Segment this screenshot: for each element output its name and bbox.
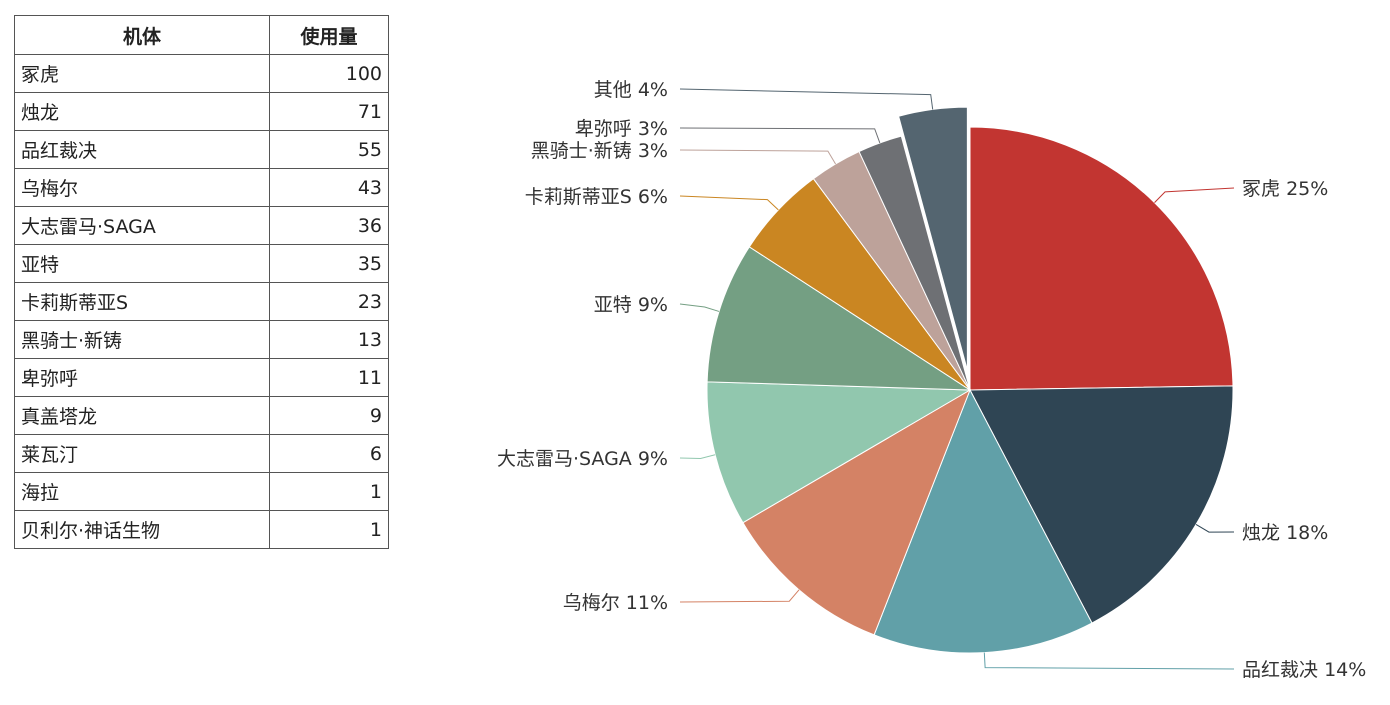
cell-name: 贝利尔·神话生物 [14,510,270,549]
pie-label-line [679,589,800,603]
pie-slice-label-percent: 9% [638,294,668,316]
table-row: 黑骑士·新铸 13 [14,320,389,359]
cell-name: 海拉 [14,472,270,511]
pie-slice [969,126,1234,391]
cell-name: 乌梅尔 [14,168,270,207]
table-row: 莱瓦汀 6 [14,434,389,473]
pie-slice-label-name: 卡莉斯蒂亚S [525,186,632,208]
pie-slice-label-percent: 3% [638,140,668,162]
usage-table: 机体 使用量 冢虎 100 烛龙 71 品红裁决 55 乌梅尔 43 大志雷马·SAGA 36 亚特… [14,15,389,549]
pie-label-line [679,88,934,110]
pie-slice-label: 亚特 9% [594,294,668,316]
table-body: 冢虎 100 烛龙 71 品红裁决 55 乌梅尔 43 大志雷马·SAGA 36 亚特 35 卡莉斯蒂亚… [14,54,389,549]
cell-name: 黑骑士·新铸 [14,320,270,359]
pie-slice-label-name: 大志雷马·SAGA [497,448,632,470]
column-header-name: 机体 [14,15,270,55]
pie-slices [706,106,1234,654]
pie-slice-label: 黑骑士·新铸 3% [531,140,668,162]
table-row: 真盖塔龙 9 [14,396,389,435]
cell-value: 43 [269,168,389,207]
table-row: 大志雷马·SAGA 36 [14,206,389,245]
pie-slice-label-percent: 25% [1286,178,1328,200]
cell-value: 35 [269,244,389,283]
cell-name: 品红裁决 [14,130,270,169]
pie-slice-label-name: 烛龙 [1242,522,1280,544]
pie-slice-label-percent: 11% [626,592,668,614]
cell-value: 6 [269,434,389,473]
pie-slice-label-percent: 4% [638,79,668,101]
pie-slice-label-name: 黑骑士·新铸 [531,140,632,162]
pie-slice-label-percent: 14% [1324,659,1366,681]
pie-slice-label-percent: 3% [638,118,668,140]
pie-slice-label: 大志雷马·SAGA 9% [497,448,668,470]
pie-slice-label: 卑弥呼 3% [575,118,668,140]
pie-slice [706,381,972,524]
table-row: 乌梅尔 43 [14,168,389,207]
table-header-row: 机体 使用量 [14,15,389,55]
cell-value: 23 [269,282,389,321]
pie-label-line [679,195,779,211]
cell-value: 1 [269,510,389,549]
column-header-value: 使用量 [269,15,389,55]
pie-slice-label: 乌梅尔 11% [563,592,668,614]
pie-slice-label-name: 卑弥呼 [575,118,632,140]
cell-name: 大志雷马·SAGA [14,206,270,245]
table-row: 品红裁决 55 [14,130,389,169]
pie-slice-label-name: 其他 [594,79,632,101]
pie-slice [706,246,972,391]
pie-label-line [983,652,1235,670]
pie-slice-label-percent: 18% [1286,522,1328,544]
table-row: 亚特 35 [14,244,389,283]
pie-slice-label: 其他 4% [594,79,668,101]
cell-value: 55 [269,130,389,169]
pie-label-line [679,454,716,459]
pie-slice-label-name: 品红裁决 [1242,659,1318,681]
pie-label-line [679,149,836,165]
pie-label-line [1154,187,1235,203]
cell-name: 亚特 [14,244,270,283]
pie-slice-label-percent: 6% [638,186,668,208]
pie-slice-label: 烛龙 18% [1242,522,1328,544]
cell-value: 36 [269,206,389,245]
pie-labels: 冢虎 25%烛龙 18%品红裁决 14%乌梅尔 11%大志雷马·SAGA 9%亚… [497,79,1366,681]
pie-label-line [679,127,881,144]
table-row: 冢虎 100 [14,54,389,93]
cell-value: 100 [269,54,389,93]
pie-label-lines [679,88,1235,670]
table-row: 卡莉斯蒂亚S 23 [14,282,389,321]
pie-label-line [679,303,720,312]
cell-name: 卡莉斯蒂亚S [14,282,270,321]
pie-slice-label: 卡莉斯蒂亚S 6% [525,186,668,208]
pie-slice-label: 品红裁决 14% [1242,659,1366,681]
table-row: 海拉 1 [14,472,389,511]
pie-slice-label-name: 冢虎 [1242,178,1280,200]
pie-slice-label: 冢虎 25% [1242,178,1328,200]
table-row: 贝利尔·神话生物 1 [14,510,389,549]
cell-value: 1 [269,472,389,511]
pie-slice [873,388,1093,654]
pie-slice-label-name: 亚特 [594,294,632,316]
cell-value: 71 [269,92,389,131]
cell-value: 11 [269,358,389,397]
pie-slice-label-name: 乌梅尔 [563,592,620,614]
cell-name: 真盖塔龙 [14,396,270,435]
pie-slice-label-percent: 9% [638,448,668,470]
table-row: 烛龙 71 [14,92,389,131]
pie-label-line [1195,524,1235,533]
